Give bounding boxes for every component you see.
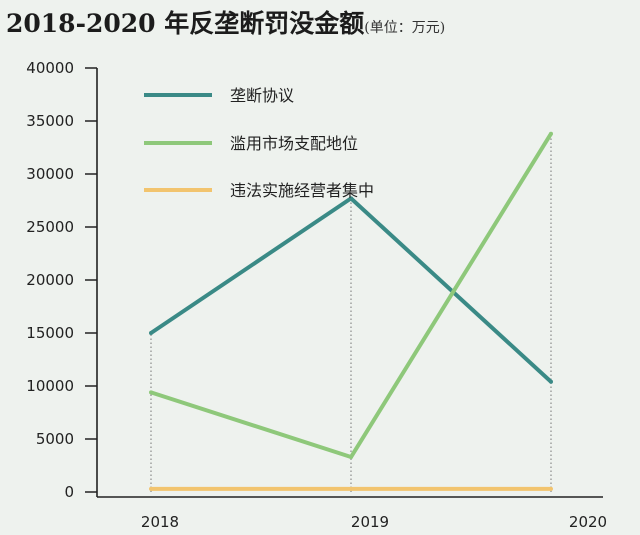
y-tick-label: 30000 [26,165,74,183]
legend-label-1: 滥用市场支配地位 [230,134,358,153]
y-tick-label: 20000 [26,271,74,289]
chart-title: 2018-2020 年反垄断罚没金额(单位：万元) [6,4,445,40]
chart-unit-note: (单位：万元) [364,20,446,36]
data-point [149,486,153,491]
data-point [349,455,353,460]
x-tick-label: 2018 [141,513,179,531]
y-tick-label: 40000 [26,59,74,77]
series-line-0 [149,196,553,384]
x-tick-label: 2019 [351,513,389,531]
legend-label-2: 违法实施经营者集中 [230,181,374,200]
y-tick-label: 35000 [26,112,74,130]
y-tick-label: 25000 [26,218,74,236]
data-point [549,131,553,136]
legend-label-0: 垄断协议 [230,86,294,105]
chart-title-text: 2018-2020 年反垄断罚没金额 [6,9,365,38]
data-point [149,331,153,335]
data-point [349,196,353,201]
y-tick-label: 15000 [26,324,74,342]
data-point [549,486,553,491]
data-point [349,486,353,491]
data-point [549,379,553,384]
y-tick-label: 5000 [36,430,74,448]
x-tick-label: 2020 [569,513,607,531]
data-point [149,390,153,395]
y-tick-label: 0 [64,483,74,501]
y-tick-label: 10000 [26,377,74,395]
